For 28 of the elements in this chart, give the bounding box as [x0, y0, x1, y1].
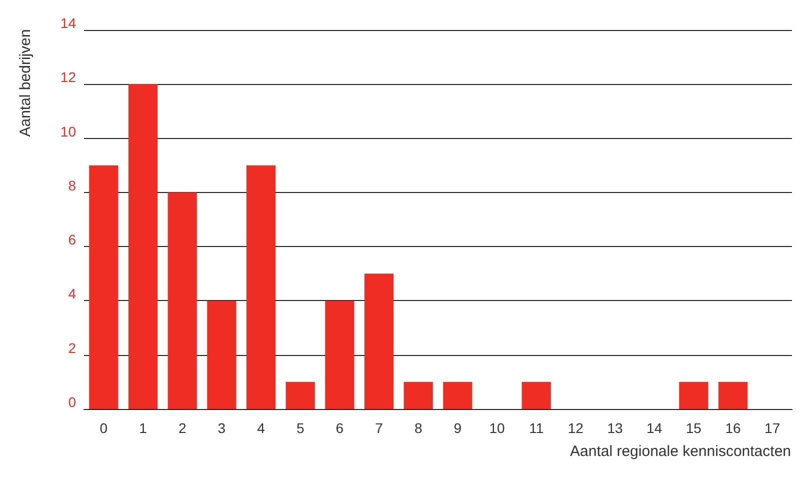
- y-tick-label: 8: [68, 177, 76, 194]
- x-tick-label: 8: [414, 420, 422, 436]
- x-tick-label: 9: [454, 420, 462, 436]
- y-tick-label: 10: [60, 123, 76, 140]
- x-tick-label: 5: [296, 420, 304, 436]
- x-tick-label: 14: [646, 420, 662, 436]
- x-tick-label: 3: [218, 420, 226, 436]
- x-tick-label: 7: [375, 420, 384, 436]
- x-tick-label: 10: [489, 420, 505, 436]
- y-tick-label: 14: [60, 15, 76, 31]
- x-tick-label: 16: [725, 420, 741, 436]
- x-tick-label: 4: [257, 420, 266, 436]
- x-tick-label: 6: [336, 420, 344, 436]
- x-axis-title: Aantal regionale kenniscontacten: [570, 443, 792, 460]
- y-tick-label: 4: [68, 286, 76, 302]
- x-tick-label: 13: [607, 420, 623, 436]
- y-tick-label: 6: [68, 232, 76, 248]
- x-tick-label: 1: [139, 420, 148, 436]
- x-tick-label: 2: [178, 420, 186, 436]
- x-tick-label: 12: [568, 420, 584, 436]
- y-axis-title: Aantal bedrijven: [17, 29, 34, 137]
- x-tick-label: 15: [686, 420, 702, 436]
- y-tick-label: 2: [68, 340, 76, 356]
- x-tick-label: 0: [100, 420, 108, 436]
- y-tick-label: 12: [60, 69, 76, 86]
- x-tick-label: 17: [764, 420, 780, 436]
- x-tick-label: 11: [529, 420, 544, 436]
- y-tick-label: 0: [68, 394, 76, 410]
